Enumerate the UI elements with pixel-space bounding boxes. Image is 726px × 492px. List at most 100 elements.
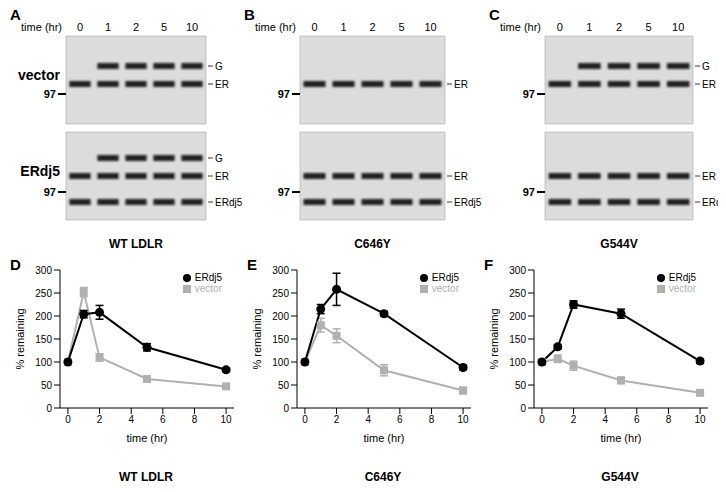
svg-text:250: 250 (35, 288, 52, 299)
svg-text:97: 97 (523, 88, 535, 100)
svg-text:% remaining: % remaining (14, 308, 26, 369)
html-text:vector: vector (194, 283, 222, 294)
svg-text:ER: ER (702, 79, 716, 90)
svg-text:% remaining: % remaining (488, 308, 500, 369)
svg-text:0: 0 (283, 403, 289, 414)
svg-text:ERdj5: ERdj5 (454, 197, 482, 208)
html-text:D: D (10, 256, 21, 273)
svg-text:G544V: G544V (600, 237, 637, 251)
svg-text:10: 10 (672, 21, 684, 33)
svg-text:6: 6 (160, 414, 166, 425)
svg-text:50: 50 (41, 380, 53, 391)
svg-text:10: 10 (424, 21, 436, 33)
html-text:G544V: G544V (601, 470, 639, 484)
svg-text:2: 2 (133, 21, 139, 33)
svg-text:B: B (244, 8, 255, 23)
svg-text:1: 1 (586, 21, 592, 33)
svg-text:1: 1 (340, 21, 346, 33)
svg-text:2: 2 (616, 21, 622, 33)
svg-text:C646Y: C646Y (354, 237, 391, 251)
svg-text:200: 200 (272, 311, 289, 322)
svg-text:ER: ER (702, 171, 716, 182)
svg-text:50: 50 (278, 380, 290, 391)
svg-text:250: 250 (509, 288, 526, 299)
svg-text:97: 97 (44, 88, 56, 100)
svg-text:0: 0 (65, 414, 71, 425)
svg-text:ER: ER (454, 171, 468, 182)
svg-text:1: 1 (105, 21, 111, 33)
svg-text:WT LDLR: WT LDLR (109, 237, 163, 251)
svg-text:300: 300 (272, 265, 289, 276)
svg-text:G: G (215, 61, 223, 72)
svg-text:97: 97 (523, 186, 535, 198)
svg-text:97: 97 (278, 88, 290, 100)
svg-text:10: 10 (221, 414, 233, 425)
html-text:vector: vector (668, 283, 696, 294)
svg-text:5: 5 (646, 21, 652, 33)
svg-text:8: 8 (666, 414, 672, 425)
svg-text:vector: vector (18, 67, 61, 83)
svg-text:G: G (702, 61, 710, 72)
svg-text:100: 100 (35, 357, 52, 368)
svg-text:250: 250 (272, 288, 289, 299)
svg-text:6: 6 (634, 414, 640, 425)
svg-text:8: 8 (192, 414, 198, 425)
svg-text:G: G (215, 153, 223, 164)
svg-text:10: 10 (458, 414, 470, 425)
svg-text:2: 2 (334, 414, 340, 425)
svg-text:2: 2 (571, 414, 577, 425)
html-text:ERdj5: ERdj5 (431, 272, 459, 283)
svg-text:4: 4 (128, 414, 134, 425)
svg-text:150: 150 (35, 334, 52, 345)
svg-text:8: 8 (429, 414, 435, 425)
svg-text:ERdj5: ERdj5 (20, 163, 60, 179)
svg-text:200: 200 (509, 311, 526, 322)
svg-text:100: 100 (509, 357, 526, 368)
html-text:vector: vector (431, 283, 459, 294)
svg-text:300: 300 (509, 265, 526, 276)
svg-text:2: 2 (97, 414, 103, 425)
html-text:WT LDLR: WT LDLR (119, 470, 173, 484)
html-text:E: E (247, 256, 257, 273)
svg-text:0: 0 (557, 21, 563, 33)
svg-text:97: 97 (278, 186, 290, 198)
svg-text:ERdj5: ERdj5 (702, 197, 718, 208)
svg-text:150: 150 (272, 334, 289, 345)
svg-text:5: 5 (161, 21, 167, 33)
svg-text:ERdj5: ERdj5 (215, 197, 243, 208)
svg-text:10: 10 (695, 414, 707, 425)
svg-text:6: 6 (397, 414, 403, 425)
svg-text:100: 100 (272, 357, 289, 368)
svg-text:time (hr): time (hr) (500, 21, 541, 33)
svg-text:ER: ER (215, 171, 229, 182)
svg-text:200: 200 (35, 311, 52, 322)
svg-text:0: 0 (302, 414, 308, 425)
svg-text:time (hr): time (hr) (255, 21, 296, 33)
svg-text:97: 97 (44, 186, 56, 198)
svg-text:C: C (489, 8, 500, 23)
html-text:ERdj5: ERdj5 (194, 272, 222, 283)
svg-text:time (hr): time (hr) (364, 432, 405, 444)
svg-text:time (hr): time (hr) (601, 432, 642, 444)
svg-text:% remaining: % remaining (251, 308, 263, 369)
svg-text:4: 4 (602, 414, 608, 425)
svg-text:A: A (10, 8, 21, 23)
svg-text:ER: ER (215, 79, 229, 90)
svg-text:300: 300 (35, 265, 52, 276)
html-text:C646Y: C646Y (364, 470, 402, 484)
svg-text:4: 4 (365, 414, 371, 425)
svg-text:0: 0 (520, 403, 526, 414)
svg-text:5: 5 (398, 21, 404, 33)
svg-text:time (hr): time (hr) (21, 21, 62, 33)
svg-text:50: 50 (515, 380, 527, 391)
svg-text:150: 150 (509, 334, 526, 345)
svg-text:ER: ER (454, 79, 468, 90)
svg-text:0: 0 (311, 21, 317, 33)
svg-text:0: 0 (539, 414, 545, 425)
svg-text:2: 2 (369, 21, 375, 33)
svg-text:10: 10 (186, 21, 198, 33)
svg-text:0: 0 (77, 21, 83, 33)
svg-text:0: 0 (46, 403, 52, 414)
html-text:ERdj5: ERdj5 (668, 272, 696, 283)
svg-text:time (hr): time (hr) (127, 432, 168, 444)
